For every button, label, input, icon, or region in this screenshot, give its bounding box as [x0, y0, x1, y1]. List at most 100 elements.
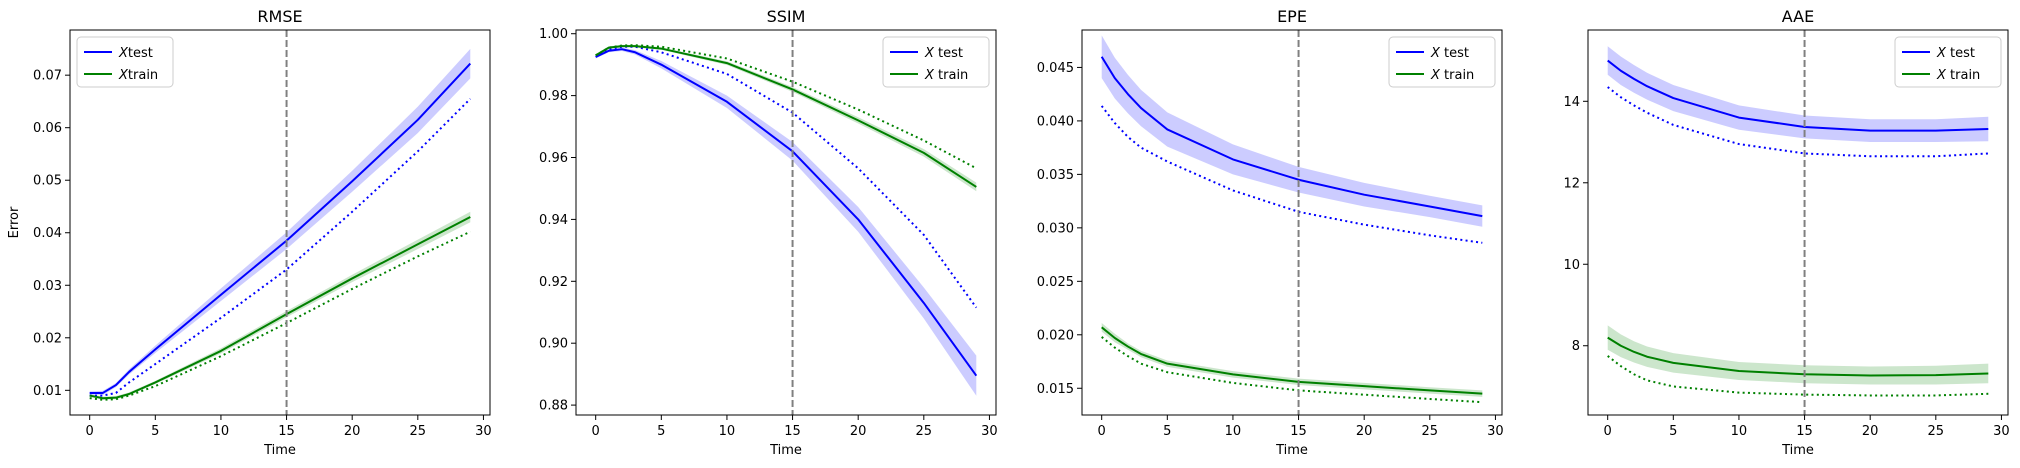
x-tick-label: 30: [981, 424, 998, 439]
panel-epe: 0 5 10 15 20 25 30 0.015 0.020 0.025 0.030 0.035 0.0…: [1037, 7, 1504, 458]
x-tick-label: 10: [1731, 424, 1748, 439]
plot-area: [89, 30, 472, 415]
y-tick-label: 0.020: [1037, 328, 1074, 343]
plot-area: [1607, 30, 1989, 415]
y-tick-label: 0.045: [1037, 61, 1074, 76]
x-tick-label: 30: [475, 424, 492, 439]
x-tick-label: 30: [1487, 424, 1504, 439]
y-tick-label: 0.98: [539, 89, 568, 104]
y-tick-label: 12: [1563, 176, 1580, 191]
legend-label-symbol: X: [118, 68, 129, 83]
chart-title: EPE: [1277, 7, 1307, 26]
legend-label-text: train: [1440, 68, 1474, 83]
band-series-2: [1607, 325, 1989, 385]
y-tick-label: 1.00: [539, 27, 568, 42]
x-tick-label: 10: [719, 424, 736, 439]
chart-title: RMSE: [257, 7, 302, 26]
x-tick-label: 5: [151, 424, 159, 439]
y-tick-label: 0.03: [33, 279, 62, 294]
x-tick-label: 20: [1862, 424, 1879, 439]
line-series-2: [1101, 326, 1483, 395]
x-tick-label: 0: [86, 424, 94, 439]
legend-label-symbol: X: [1936, 46, 1947, 61]
y-tick-label: 0.06: [33, 121, 62, 136]
legend-label-text: test: [934, 46, 963, 61]
legend-label-symbol: X: [118, 46, 129, 61]
legend-label: X test: [1430, 46, 1469, 61]
legend-label: Xtrain: [118, 68, 158, 83]
y-tick-label: 10: [1563, 258, 1580, 273]
line-series-3: [89, 230, 471, 401]
x-tick-label: 15: [784, 424, 801, 439]
x-tick-label: 25: [916, 424, 933, 439]
x-tick-label: 15: [1796, 424, 1813, 439]
legend-label: X test: [924, 46, 963, 61]
legend-label-symbol: X: [1430, 68, 1441, 83]
y-tick-label: 0.96: [539, 151, 568, 166]
y-tick-label: 0.01: [33, 384, 62, 399]
y-tick-label: 0.92: [539, 275, 568, 290]
y-tick-label: 0.02: [33, 331, 62, 346]
y-tick-label: 0.040: [1037, 114, 1074, 129]
legend-label-text: train: [1946, 68, 1980, 83]
y-tick-label: 0.04: [33, 226, 62, 241]
y-tick-label: 0.90: [539, 337, 568, 352]
plot-area: [1100, 30, 1483, 415]
y-tick-label: 8: [1572, 339, 1580, 354]
line-series-0: [89, 62, 472, 394]
legend-label-text: train: [128, 68, 158, 83]
x-tick-label: 25: [1422, 424, 1439, 439]
y-tick-label: 0.030: [1037, 221, 1074, 236]
x-tick-label: 15: [1290, 424, 1307, 439]
legend-label-symbol: X: [924, 46, 935, 61]
y-tick-label: 0.07: [33, 69, 62, 84]
plot-area: [595, 30, 978, 415]
band-series-0: [595, 47, 977, 396]
y-tick-label: 0.05: [33, 174, 62, 189]
legend-label-symbol: X: [924, 68, 935, 83]
legend-label-symbol: X: [1936, 68, 1947, 83]
line-series-0: [1100, 56, 1483, 218]
legend-label: X test: [1936, 46, 1975, 61]
axes-frame: [1587, 29, 2009, 416]
panel-rmse: 0 5 10 15 20 25 30 0.01 0.02 0.03 0.04 0.05 0.06 0.07…: [7, 7, 492, 458]
x-axis-label: Time: [769, 443, 802, 458]
x-tick-label: 20: [344, 424, 361, 439]
x-axis-label: Time: [1275, 443, 1308, 458]
y-tick-label: 0.94: [539, 213, 568, 228]
band-series-0: [1607, 46, 1989, 143]
legend-label: X train: [924, 68, 968, 83]
x-tick-label: 5: [657, 424, 665, 439]
y-tick-label: 14: [1563, 95, 1580, 110]
line-series-3: [1607, 355, 1989, 397]
line-series-1: [1100, 105, 1483, 244]
line-series-0: [1607, 59, 1989, 132]
line-series-2: [89, 216, 471, 400]
band-series-0: [89, 48, 471, 396]
legend-label: Xtest: [118, 46, 153, 61]
x-axis-label: Time: [263, 443, 296, 458]
legend-label-text: test: [1440, 46, 1469, 61]
x-tick-label: 15: [278, 424, 295, 439]
y-tick-label: 0.035: [1037, 168, 1074, 183]
x-tick-label: 30: [1993, 424, 2010, 439]
legend-label: X train: [1936, 68, 1980, 83]
x-tick-label: 10: [1225, 424, 1242, 439]
y-tick-label: 0.025: [1037, 275, 1074, 290]
line-series-1: [1607, 86, 1989, 158]
chart-title: AAE: [1782, 7, 1814, 26]
legend-label-text: test: [128, 46, 153, 61]
x-tick-label: 20: [1356, 424, 1373, 439]
axes-frame: [1081, 29, 1503, 416]
x-tick-label: 5: [1669, 424, 1677, 439]
line-series-0: [595, 48, 978, 377]
legend: X test X train: [882, 36, 990, 88]
x-tick-label: 10: [213, 424, 230, 439]
band-series-0: [1101, 35, 1483, 227]
y-tick-label: 0.88: [539, 399, 568, 414]
x-tick-label: 5: [1163, 424, 1171, 439]
